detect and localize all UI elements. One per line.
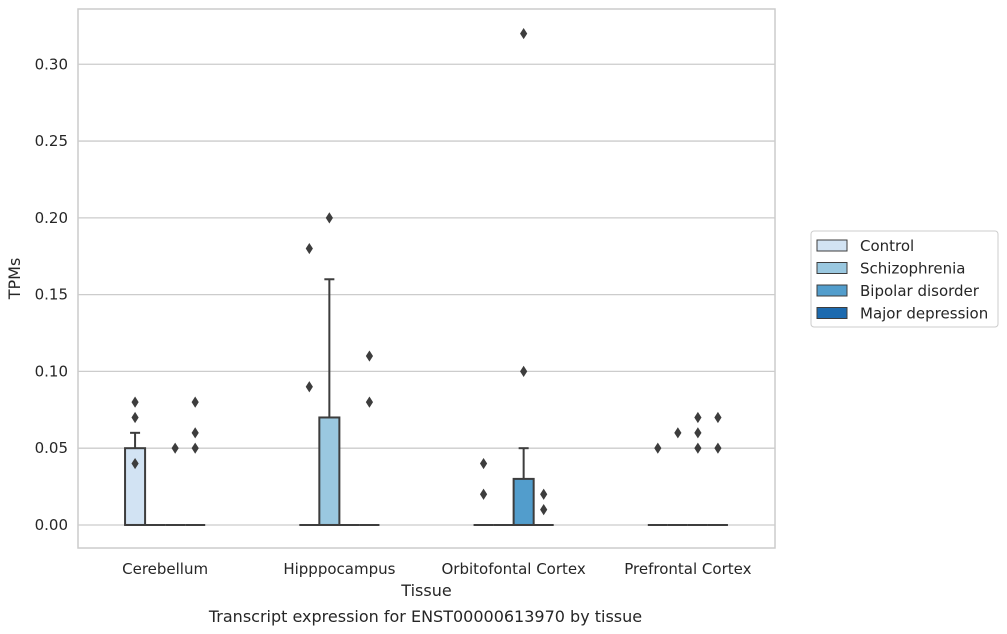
box-group xyxy=(318,212,341,526)
y-tick-label: 0.30 xyxy=(35,55,68,73)
box-group xyxy=(473,457,494,526)
legend-swatch xyxy=(816,239,848,252)
legend-swatch xyxy=(816,284,848,297)
outlier-point xyxy=(654,442,662,454)
outlier-point xyxy=(479,488,488,500)
legend-items: Control Schizophrenia Bipolar disorder Majo… xyxy=(816,237,988,323)
box-group xyxy=(687,411,708,526)
y-axis-label: TPMs xyxy=(5,258,24,301)
y-tick-label: 0.20 xyxy=(35,209,68,227)
outlier-point xyxy=(305,381,313,393)
y-tick-label: 0.00 xyxy=(35,516,68,534)
y-tick-label: 0.05 xyxy=(35,439,68,457)
outlier-point xyxy=(365,350,374,362)
grid-lines xyxy=(78,63,775,526)
outlier-point xyxy=(694,427,702,439)
outlier-point xyxy=(694,442,702,454)
outlier-point xyxy=(674,427,682,439)
y-tick-label: 0.15 xyxy=(35,286,68,304)
outlier-point xyxy=(479,457,488,470)
legend-label: Schizophrenia xyxy=(860,260,965,278)
outlier-point xyxy=(131,457,139,470)
outlier-point xyxy=(714,411,722,424)
box xyxy=(512,477,535,526)
outlier-point xyxy=(325,212,333,224)
legend-label: Bipolar disorder xyxy=(860,282,980,300)
box-group xyxy=(185,396,206,526)
outlier-point xyxy=(191,427,199,439)
legend-label: Control xyxy=(860,237,914,255)
legend: Control Schizophrenia Bipolar disorder Majo… xyxy=(810,230,999,328)
legend-swatch xyxy=(816,307,848,319)
x-tick-label: Hipppocampus xyxy=(283,560,395,578)
outlier-point xyxy=(305,242,313,255)
legend-frame xyxy=(810,230,999,328)
outlier-point xyxy=(131,396,139,408)
box-group xyxy=(647,442,668,526)
x-tick-labels: Cerebellum Hipppocampus Orbitofontal Corte… xyxy=(122,560,751,578)
outlier-point xyxy=(171,442,179,454)
box-group xyxy=(667,427,688,526)
legend-label: Major depression xyxy=(860,305,988,323)
box-marks xyxy=(124,27,728,526)
outlier-point xyxy=(714,442,722,454)
y-tick-labels: 0.00 0.05 0.10 0.15 0.20 0.25 0.30 xyxy=(35,55,68,534)
box-group xyxy=(533,488,554,526)
legend-swatch xyxy=(816,262,848,274)
box-group xyxy=(359,350,380,526)
outlier-point xyxy=(365,396,374,408)
outlier-point xyxy=(191,396,199,408)
y-tick-label: 0.25 xyxy=(35,132,68,150)
outlier-point xyxy=(694,411,702,424)
x-axis-label: Tissue xyxy=(400,581,451,600)
box-group xyxy=(707,411,728,526)
plot-frame xyxy=(77,8,776,549)
y-tick-label: 0.10 xyxy=(35,362,68,380)
box-group xyxy=(512,27,535,526)
outlier-point xyxy=(131,411,139,424)
outlier-point xyxy=(540,504,548,516)
box xyxy=(318,416,341,526)
outlier-point xyxy=(520,365,528,378)
outlier-point xyxy=(191,442,199,454)
chart-caption: Transcript expression for ENST0000061397… xyxy=(208,607,642,626)
outlier-point xyxy=(520,27,528,40)
x-tick-label: Prefrontal Cortex xyxy=(624,560,751,578)
box-group xyxy=(124,396,147,526)
box-group xyxy=(299,242,320,526)
outlier-point xyxy=(540,488,548,500)
x-tick-label: Cerebellum xyxy=(122,560,208,578)
box-group xyxy=(165,442,186,526)
x-tick-label: Orbitofontal Cortex xyxy=(442,560,586,578)
